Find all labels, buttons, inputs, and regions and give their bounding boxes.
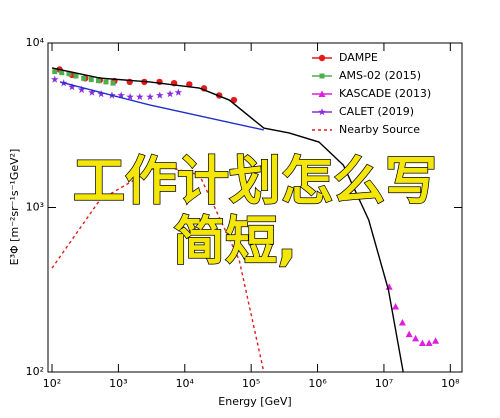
data-point [155,91,164,99]
x-tick-label: 10⁵ [242,377,260,390]
legend-marker [319,73,325,79]
data-point [398,318,406,326]
data-point [77,85,86,93]
series-line [51,67,404,372]
legend-label: KASCADE (2013) [339,87,431,100]
x-axis-label: Energy [GeV] [218,395,291,408]
overlay-text: 简短, [173,212,297,272]
y-tick-label: 10² [26,365,44,378]
data-point [68,83,76,91]
data-point [146,92,154,101]
data-point [174,88,183,96]
legend-marker [318,90,326,97]
data-point [95,78,101,84]
data-point [81,75,87,81]
data-point [418,339,426,347]
data-point [66,71,72,77]
data-point [50,75,59,83]
legend-label: Nearby Source [339,123,420,136]
data-point [166,89,174,98]
series-line [51,164,265,372]
data-point [73,73,79,79]
data-point [432,337,440,344]
data-point [88,88,96,96]
y-tick-label: 10³ [26,201,44,214]
data-point [59,70,65,76]
legend-marker [318,54,326,62]
series-line [59,81,264,131]
data-point [103,79,109,85]
legend-label: CALET (2019) [339,105,414,118]
data-point [88,76,94,82]
data-point [110,80,116,86]
data-point [412,334,420,342]
legend-label: AMS-02 (2015) [339,69,421,82]
x-tick-label: 10² [43,377,61,390]
x-tick-label: 10³ [109,377,127,390]
x-tick-label: 10⁴ [176,377,195,390]
data-point [126,92,134,101]
overlay-text: 工作计划怎么写 [73,152,437,212]
x-tick-label: 10⁸ [441,377,460,390]
y-tick-label: 10⁴ [26,36,45,49]
y-axis-label: E³Φ [m⁻²sr⁻¹s⁻¹GeV²] [8,149,21,266]
data-point [425,339,433,347]
data-point [97,89,105,98]
legend-marker [318,108,326,116]
data-point [392,303,400,310]
data-point [117,91,125,99]
x-tick-label: 10⁷ [375,377,393,390]
data-point [405,330,413,338]
legend-label: DAMPE [339,51,378,64]
data-point [156,78,163,86]
x-tick-label: 10⁶ [308,377,327,390]
data-point [52,69,58,75]
data-point [135,92,144,101]
plot-area [50,66,440,372]
